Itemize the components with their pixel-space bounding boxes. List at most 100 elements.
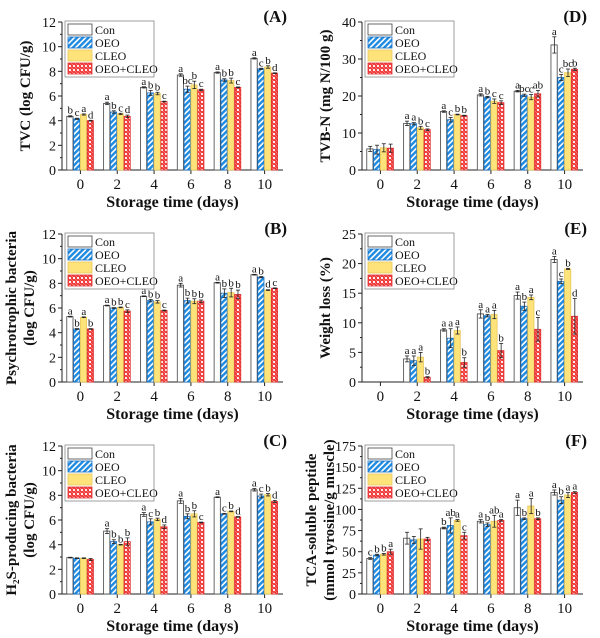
legend-label: OEO+CLEO <box>95 274 158 288</box>
legend-swatch-cleo <box>367 473 393 486</box>
bar-con <box>66 557 74 595</box>
significance-letter: a <box>178 487 183 499</box>
bar-combo <box>197 89 205 171</box>
panel-label: (F) <box>565 431 587 450</box>
bar-oeo <box>410 123 418 171</box>
significance-letter: b <box>74 318 80 330</box>
significance-letter: c <box>236 76 241 88</box>
significance-letter: c <box>536 306 541 318</box>
bar-con <box>440 527 448 595</box>
significance-letter: b <box>265 55 271 67</box>
y-tick-label: 4 <box>49 115 56 130</box>
bar-oeo <box>183 515 191 595</box>
legend-swatch-con <box>67 447 93 460</box>
x-axis-label: Storage time (days) <box>406 194 538 211</box>
y-tick-label: 175 <box>335 440 356 455</box>
x-tick-label: 10 <box>557 601 572 617</box>
x-tick-label: 4 <box>450 177 458 193</box>
legend-label: OEO <box>395 460 420 474</box>
legend-label: OEO+CLEO <box>95 486 158 500</box>
y-tick-label: 10 <box>342 317 356 332</box>
significance-letter: c <box>425 118 430 130</box>
x-tick-label: 8 <box>524 389 532 405</box>
bar-cleo <box>490 520 498 595</box>
bar-con <box>440 329 448 383</box>
significance-letter: b <box>192 288 198 300</box>
y-tick-label: 15 <box>342 287 356 302</box>
bar-combo <box>197 300 205 383</box>
significance-letter: b <box>67 105 73 117</box>
panel-label: (B) <box>264 219 287 238</box>
bar-oeo <box>257 276 265 383</box>
y-tick-label: 10 <box>42 465 56 480</box>
bar-oeo <box>146 300 154 383</box>
bar-cleo <box>116 306 124 383</box>
significance-letter: a <box>215 61 220 73</box>
y-axis-label-line2: (log CFU/g) <box>22 482 38 557</box>
significance-letter: c <box>148 508 153 520</box>
significance-letter: ab <box>445 507 456 519</box>
bar-oeo <box>410 539 418 595</box>
bar-con <box>550 259 558 383</box>
significance-letter: b <box>155 290 161 302</box>
significance-letter: bc <box>182 75 193 87</box>
y-tick-label: 50 <box>342 546 356 561</box>
bar-cleo <box>116 113 124 171</box>
bar-combo <box>497 102 505 171</box>
bar-cleo <box>564 268 572 383</box>
significance-letter: b <box>485 85 491 97</box>
significance-letter: c <box>75 107 80 119</box>
x-tick-label: 0 <box>377 601 385 617</box>
legend-swatch-cleo <box>67 49 93 62</box>
y-tick-label: 10 <box>342 127 356 142</box>
x-tick-label: 8 <box>524 601 532 617</box>
significance-letter: c <box>259 483 264 495</box>
y-axis-label-line2: (log CFU/g) <box>22 270 38 345</box>
bar-oeo <box>446 119 454 171</box>
significance-letter: d <box>272 62 278 74</box>
significance-letter: d <box>572 288 578 300</box>
significance-letter: a <box>566 482 571 494</box>
significance-letter: b <box>185 287 191 299</box>
y-tick-label: 25 <box>342 228 356 243</box>
bar-con <box>103 103 111 171</box>
significance-letter: c <box>559 64 564 76</box>
y-axis-label: Psychrotrophic bacteria <box>4 231 20 386</box>
significance-letter: a <box>478 299 483 311</box>
significance-letter: a <box>105 294 110 306</box>
chart-panel-b: 0 2 4 6 8 10 12 0 a b a b 2 a b b c 4 a b b c 6 a b b b 8 a b b b 10 a b d c… <box>0 212 300 424</box>
bar-combo <box>460 115 468 171</box>
significance-letter: b <box>125 527 131 539</box>
bar-con <box>140 295 148 383</box>
bar-cleo <box>453 330 461 383</box>
significance-letter: a <box>499 509 504 521</box>
y-tick-label: 2 <box>49 563 56 578</box>
x-tick-label: 10 <box>257 601 272 617</box>
x-tick-label: 0 <box>77 389 85 405</box>
bar-combo <box>86 120 94 171</box>
bar-oeo <box>557 280 565 383</box>
x-axis-label: Storage time (days) <box>106 406 238 423</box>
bar-combo <box>270 501 279 595</box>
y-tick-label: 150 <box>335 461 356 476</box>
significance-letter: ab <box>489 504 500 516</box>
legend-label: OEO <box>395 36 420 50</box>
y-tick-label: 0 <box>349 376 356 391</box>
significance-letter: a <box>178 63 183 75</box>
significance-letter: c <box>199 511 204 523</box>
legend-swatch-oeo <box>67 460 93 473</box>
bar-oeo <box>520 305 528 383</box>
bar-cleo <box>527 505 535 595</box>
legend-swatch-oeo <box>367 36 393 49</box>
significance-letter: b <box>485 512 491 524</box>
legend-swatch-combo <box>67 274 93 287</box>
bar-con <box>66 115 74 171</box>
significance-letter: a <box>105 91 110 103</box>
y-tick-label: 12 <box>42 440 56 455</box>
y-tick-label: 0 <box>349 164 356 179</box>
x-tick-label: 4 <box>150 601 158 617</box>
x-tick-label: 4 <box>150 177 158 193</box>
bar-oeo <box>183 88 191 171</box>
y-tick-label: 20 <box>342 90 356 105</box>
